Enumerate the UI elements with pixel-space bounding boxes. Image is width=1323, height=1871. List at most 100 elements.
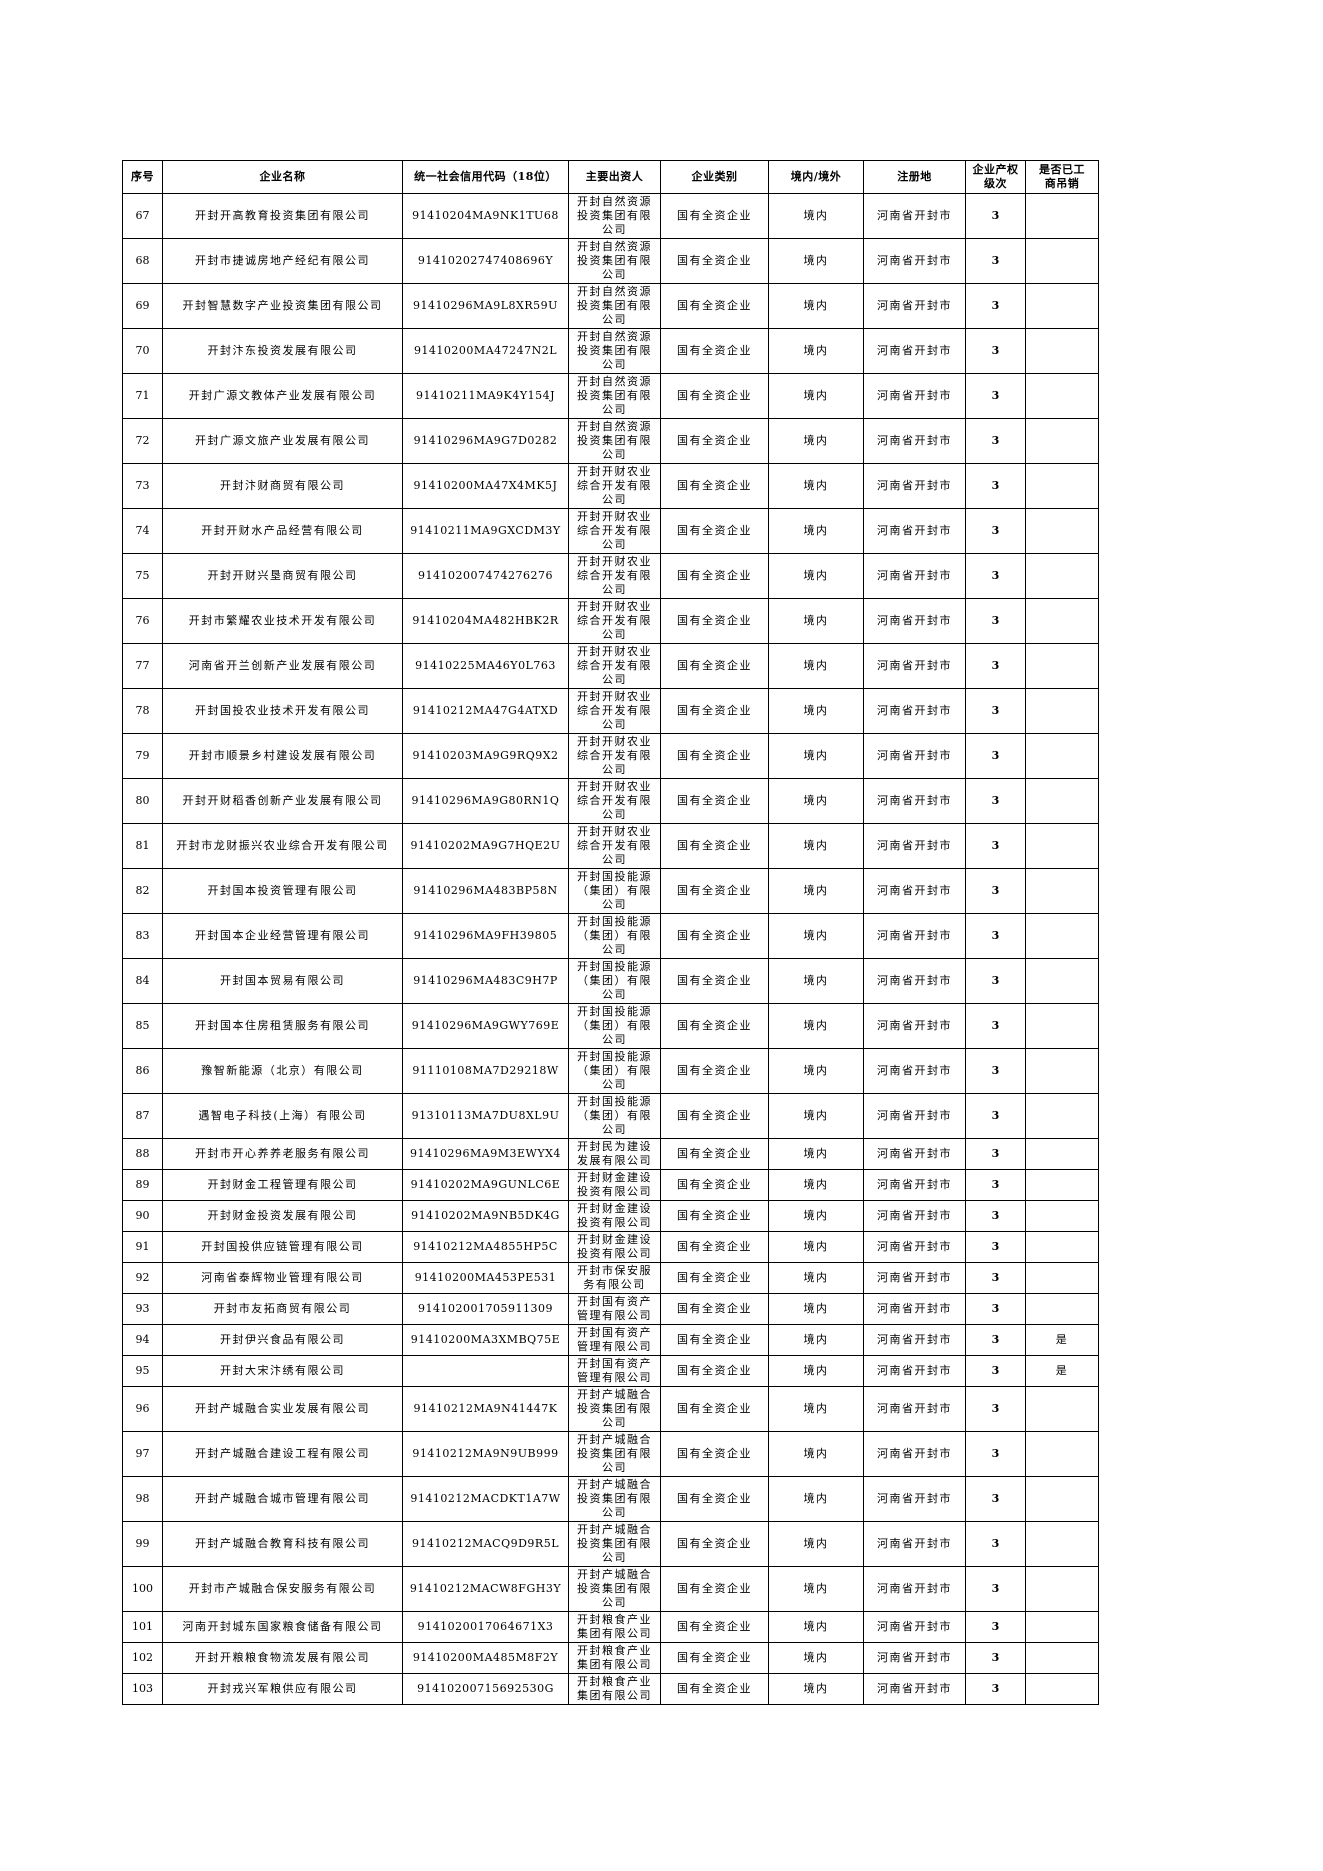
cell-revoked: [1025, 283, 1099, 329]
cell-category: 国有全资企业: [660, 1262, 769, 1294]
cell-category: 国有全资企业: [660, 328, 769, 374]
cell-revoked: [1025, 1169, 1099, 1201]
cell-no: 87: [122, 1093, 163, 1139]
cell-no: 89: [122, 1169, 163, 1201]
cell-level: 3: [965, 1611, 1026, 1643]
cell-name: 开封市捷诚房地产经纪有限公司: [162, 238, 403, 284]
cell-investor: 开封开财农业综合开发有限公司: [568, 733, 661, 779]
cell-name: 开封国投供应链管理有限公司: [162, 1231, 403, 1263]
cell-level: 3: [965, 508, 1026, 554]
cell-name: 河南省开兰创新产业发展有限公司: [162, 643, 403, 689]
cell-region: 境内: [768, 1673, 864, 1705]
cell-category: 国有全资企业: [660, 553, 769, 599]
cell-investor: 开封粮食产业集团有限公司: [568, 1642, 661, 1674]
cell-code: 91410202MA9G7HQE2U: [402, 823, 569, 869]
cell-region: 境内: [768, 1048, 864, 1094]
cell-region: 境内: [768, 643, 864, 689]
cell-region: 境内: [768, 283, 864, 329]
cell-category: 国有全资企业: [660, 913, 769, 959]
cell-region: 境内: [768, 733, 864, 779]
column-header-region: 境内/境外: [768, 160, 864, 194]
cell-level: 3: [965, 1673, 1026, 1705]
cell-location: 河南省开封市: [863, 238, 966, 284]
cell-revoked: [1025, 823, 1099, 869]
cell-investor: 开封开财农业综合开发有限公司: [568, 643, 661, 689]
table-row: 97 开封产城融合建设工程有限公司 91410212MA9N9UB999 开封产城融合…: [122, 1431, 1099, 1477]
cell-region: 境内: [768, 238, 864, 284]
table-row: 67 开封开高教育投资集团有限公司 91410204MA9NK1TU68 开封自然资源…: [122, 193, 1099, 239]
cell-category: 国有全资企业: [660, 418, 769, 464]
cell-code: 91410212MA47G4ATXD: [402, 688, 569, 734]
cell-investor: 开封开财农业综合开发有限公司: [568, 463, 661, 509]
cell-investor: 开封开财农业综合开发有限公司: [568, 508, 661, 554]
cell-name: 开封国投农业技术开发有限公司: [162, 688, 403, 734]
cell-region: 境内: [768, 1293, 864, 1325]
cell-region: 境内: [768, 508, 864, 554]
cell-region: 境内: [768, 1231, 864, 1263]
table-row: 75 开封开财兴垦商贸有限公司 914102007474276276 开封开财农业综合…: [122, 553, 1099, 599]
cell-revoked: [1025, 1003, 1099, 1049]
cell-no: 74: [122, 508, 163, 554]
cell-name: 开封开财兴垦商贸有限公司: [162, 553, 403, 599]
cell-revoked: [1025, 688, 1099, 734]
cell-no: 68: [122, 238, 163, 284]
cell-code: 91410200MA485M8F2Y: [402, 1642, 569, 1674]
cell-investor: 开封开财农业综合开发有限公司: [568, 778, 661, 824]
cell-investor: 开封国有资产管理有限公司: [568, 1324, 661, 1356]
cell-category: 国有全资企业: [660, 1642, 769, 1674]
cell-investor: 开封自然资源投资集团有限公司: [568, 418, 661, 464]
cell-investor: 开封自然资源投资集团有限公司: [568, 193, 661, 239]
cell-no: 94: [122, 1324, 163, 1356]
cell-code: 91410202MA9GUNLC6E: [402, 1169, 569, 1201]
cell-region: 境内: [768, 193, 864, 239]
cell-no: 75: [122, 553, 163, 599]
cell-no: 98: [122, 1476, 163, 1522]
cell-code: 91410296MA9G7D0282: [402, 418, 569, 464]
cell-region: 境内: [768, 1093, 864, 1139]
cell-location: 河南省开封市: [863, 373, 966, 419]
cell-no: 67: [122, 193, 163, 239]
cell-region: 境内: [768, 1200, 864, 1232]
cell-level: 3: [965, 643, 1026, 689]
cell-name: 开封市龙财振兴农业综合开发有限公司: [162, 823, 403, 869]
cell-region: 境内: [768, 1611, 864, 1643]
cell-region: 境内: [768, 913, 864, 959]
cell-code: 91410204MA9NK1TU68: [402, 193, 569, 239]
cell-category: 国有全资企业: [660, 688, 769, 734]
cell-level: 3: [965, 1231, 1026, 1263]
cell-no: 79: [122, 733, 163, 779]
cell-no: 69: [122, 283, 163, 329]
cell-location: 河南省开封市: [863, 913, 966, 959]
cell-level: 3: [965, 1293, 1026, 1325]
cell-no: 70: [122, 328, 163, 374]
cell-category: 国有全资企业: [660, 1386, 769, 1432]
cell-investor: 开封民为建设发展有限公司: [568, 1138, 661, 1170]
cell-level: 3: [965, 1262, 1026, 1294]
cell-category: 国有全资企业: [660, 598, 769, 644]
column-header-category: 企业类别: [660, 160, 769, 194]
cell-region: 境内: [768, 463, 864, 509]
cell-name: 开封智慧数字产业投资集团有限公司: [162, 283, 403, 329]
column-header-location: 注册地: [863, 160, 966, 194]
cell-no: 88: [122, 1138, 163, 1170]
cell-location: 河南省开封市: [863, 1611, 966, 1643]
table-row: 100 开封市产城融合保安服务有限公司 91410212MACW8FGH3Y 开封产城…: [122, 1566, 1099, 1612]
cell-investor: 开封产城融合投资集团有限公司: [568, 1386, 661, 1432]
cell-location: 河南省开封市: [863, 598, 966, 644]
table-row: 84 开封国本贸易有限公司 91410296MA483C9H7P 开封国投能源（集团）…: [122, 958, 1099, 1004]
cell-location: 河南省开封市: [863, 733, 966, 779]
cell-name: 开封开财稻香创新产业发展有限公司: [162, 778, 403, 824]
cell-code: 91410296MA9G80RN1Q: [402, 778, 569, 824]
cell-category: 国有全资企业: [660, 1611, 769, 1643]
cell-no: 97: [122, 1431, 163, 1477]
cell-location: 河南省开封市: [863, 958, 966, 1004]
enterprise-table: 序号 企业名称 统一社会信用代码（18位） 主要出资人 企业类别 境内/境外 注册地 企业产权…: [122, 160, 1099, 1705]
cell-location: 河南省开封市: [863, 1003, 966, 1049]
cell-region: 境内: [768, 778, 864, 824]
cell-category: 国有全资企业: [660, 1476, 769, 1522]
cell-level: 3: [965, 283, 1026, 329]
cell-region: 境内: [768, 1138, 864, 1170]
table-row: 77 河南省开兰创新产业发展有限公司 91410225MA46Y0L763 开封开财农…: [122, 643, 1099, 689]
cell-location: 河南省开封市: [863, 1262, 966, 1294]
cell-revoked: [1025, 1673, 1099, 1705]
